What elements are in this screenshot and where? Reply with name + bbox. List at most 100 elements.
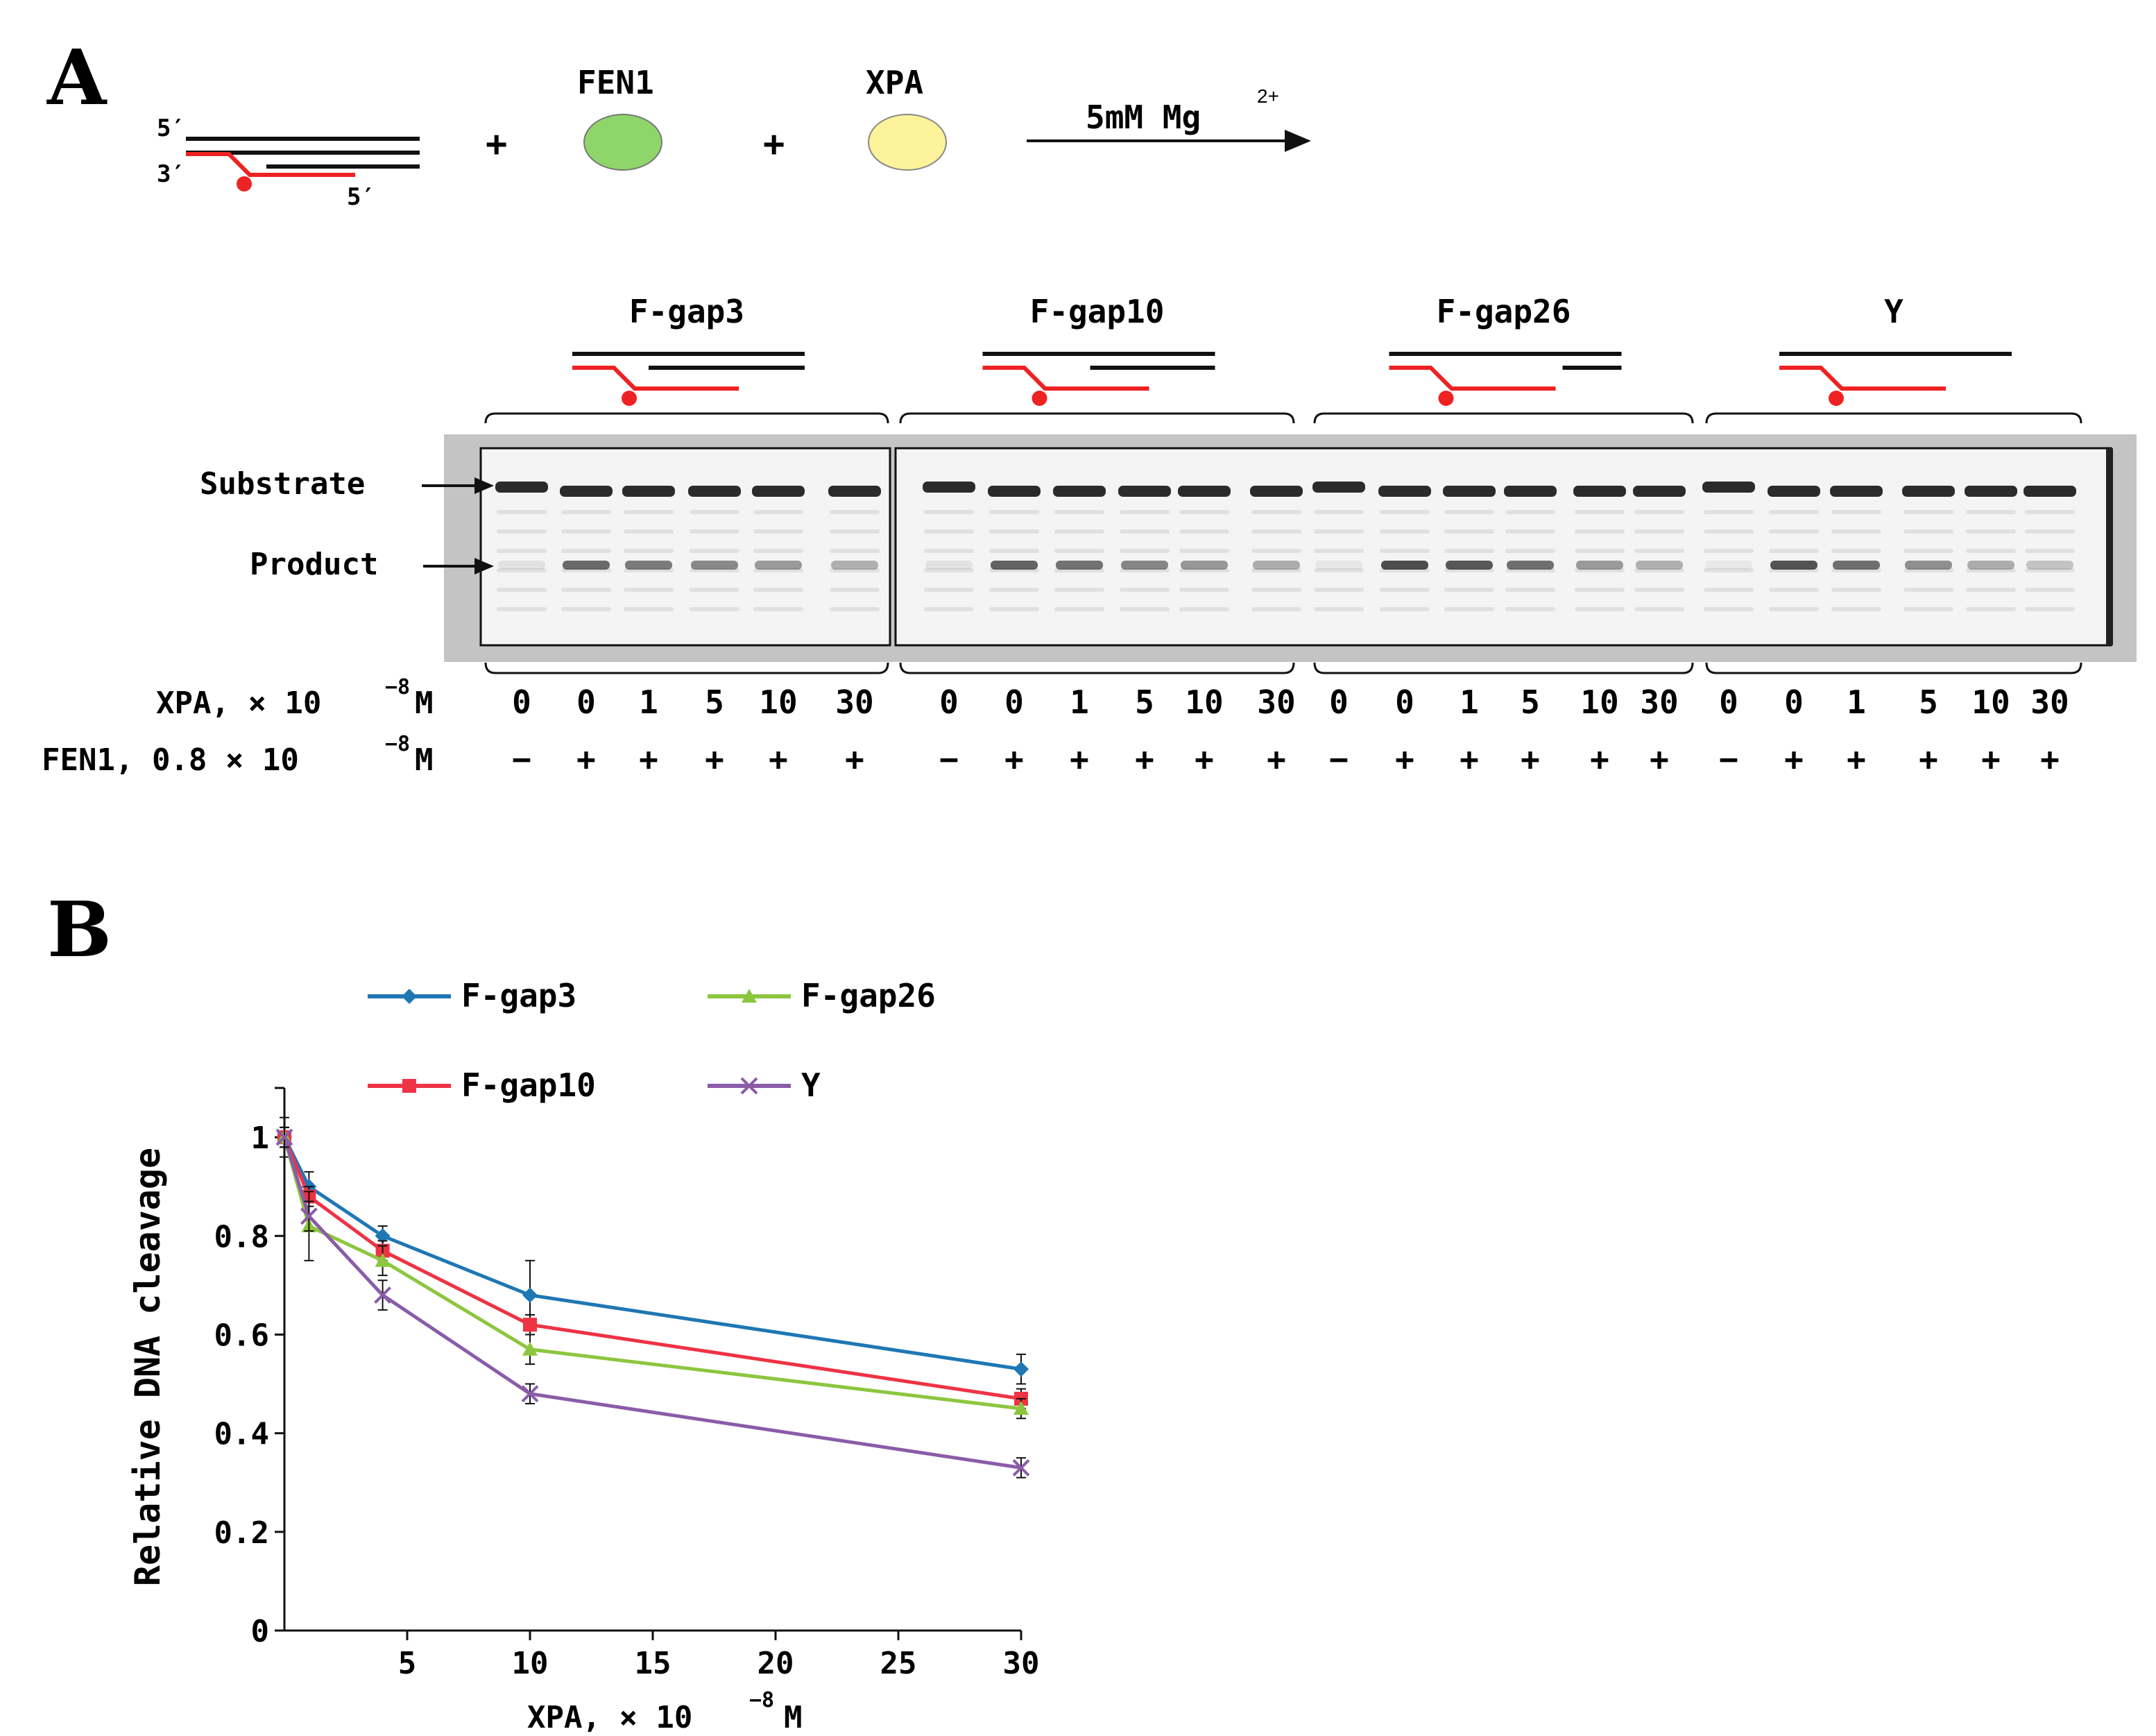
gel-lane [1965, 486, 2017, 611]
xpa-lane-value: 5 [1521, 683, 1540, 721]
product-band [1636, 561, 1683, 570]
series-line [282, 1137, 1022, 1411]
product-band [625, 561, 672, 570]
gel-lane [1768, 486, 1820, 611]
x-tick-label: 5 [398, 1646, 417, 1681]
xpa-row-unit: M [415, 686, 434, 721]
top-brace [1705, 412, 2082, 424]
xpa-lane-value: 30 [2030, 683, 2069, 721]
xpa-lane-value: 5 [705, 683, 724, 721]
substrate-band [1053, 486, 1106, 497]
panel-a-label: A [46, 33, 108, 122]
data-point [300, 1207, 318, 1225]
xpa-lane-value: 1 [1847, 683, 1866, 721]
substrate-band [1504, 486, 1557, 497]
data-point [1013, 1401, 1029, 1415]
product-band [1576, 561, 1623, 570]
chart-legend: F-gap3 F-gap26 F-gap10 Y [368, 977, 936, 1104]
gel-lane [1830, 486, 1883, 611]
gel-lane [1902, 486, 1955, 611]
plus-sign: + [486, 124, 507, 165]
top-brace [1313, 412, 1694, 424]
y-tick-label: 0.2 [214, 1515, 269, 1551]
fen1-lane-value: − [939, 740, 959, 778]
reaction-arrow: 5mM Mg 2+ [1027, 85, 1311, 152]
substrate-band [828, 486, 881, 497]
five-prime-top-label: 5′ [157, 114, 185, 142]
x-tick-label: 25 [880, 1646, 917, 1681]
xpa-lane-value: 0 [1395, 683, 1414, 721]
product-band [1833, 561, 1880, 570]
gel-lane [1118, 486, 1171, 611]
data-point [375, 1252, 391, 1267]
substrate-band [1573, 486, 1626, 497]
xpa-lane-value: 30 [1640, 683, 1678, 721]
substrate-label: Substrate [200, 466, 365, 502]
gel-lane [560, 486, 613, 611]
gel-lanes [495, 482, 2076, 611]
y-tick-label: 1 [251, 1121, 270, 1156]
data-point [402, 989, 417, 1004]
legend-item: F-gap3 [368, 977, 576, 1014]
mini-substrate-diagram [1779, 352, 2012, 406]
arrow-head-icon [1285, 130, 1311, 152]
xpa-lane-value: 10 [1580, 683, 1618, 721]
reaction-superscript: 2+ [1257, 85, 1279, 107]
product-band [1446, 561, 1493, 570]
x-axis-label-text: XPA, × 10 [527, 1700, 692, 1735]
gel-group-title: F-gap3 [629, 293, 744, 330]
series-y [275, 1126, 1030, 1479]
x-axis-label-unit: M [784, 1700, 803, 1735]
xpa-lane-value: 10 [759, 683, 797, 721]
line-chart: 5 10 15 20 25 30 0 0.2 0.4 0.6 0.8 1 [214, 1087, 1039, 1681]
data-point [374, 1286, 392, 1304]
bottom-brace [1705, 662, 2082, 674]
product-band [498, 561, 545, 570]
gel-lane [1443, 486, 1496, 611]
product-band [1507, 561, 1554, 570]
series-f-gap26 [277, 1126, 1029, 1420]
xpa-label: XPA [866, 64, 923, 101]
y-tick-label: 0.6 [214, 1318, 269, 1353]
fen1-protein-icon [583, 114, 662, 171]
y-axis-label: Relative DNA cleavage [128, 1148, 168, 1586]
fen1-lane-value: + [769, 740, 788, 778]
fen1-lane-value: + [1195, 740, 1214, 778]
fen1-lane-value: + [1395, 740, 1414, 778]
product-band [2026, 561, 2073, 570]
product-band [1905, 561, 1952, 570]
fen1-lane-value: + [1004, 740, 1024, 778]
gel-lane [1053, 486, 1106, 611]
reaction-condition: 5mM Mg [1086, 99, 1201, 136]
xpa-lane-value: 5 [1135, 683, 1154, 721]
chart-series [275, 1116, 1030, 1479]
gel-lane [1312, 482, 1365, 611]
data-point [521, 1385, 539, 1403]
series-f-gap10 [277, 1126, 1028, 1410]
fen1-lane-value: + [1267, 740, 1286, 778]
mini-substrate-diagram [982, 352, 1215, 406]
substrate-arrow-icon [474, 477, 494, 494]
fen1-lane-value: + [1784, 740, 1804, 778]
mini-substrate-diagram [1389, 352, 1622, 406]
mini-substrate-diagram [572, 352, 805, 406]
substrate-scheme: 5′ 3′ 5′ [157, 114, 420, 211]
fen1-lane-value: + [639, 740, 658, 778]
legend-label: F-gap10 [461, 1066, 596, 1104]
chart-axes: 5 10 15 20 25 30 0 0.2 0.4 0.6 0.8 1 [214, 1087, 1039, 1681]
xpa-lane-value: 0 [512, 683, 531, 721]
substrate-band [622, 486, 675, 497]
xpa-lane-value: 10 [1971, 683, 2010, 721]
xpa-lane-value: 1 [1070, 683, 1089, 721]
gel-lane [1250, 486, 1303, 611]
xpa-lane-value: 30 [835, 683, 873, 721]
gel-lane [828, 486, 881, 611]
fen1-lane-value: + [1847, 740, 1866, 778]
fen1-lane-value: + [1135, 740, 1154, 778]
bottom-brace [1313, 662, 1694, 674]
x-tick-label: 20 [758, 1646, 794, 1681]
gel-group-title: F-gap26 [1437, 293, 1571, 330]
product-band [1056, 561, 1103, 570]
gel-image [444, 434, 2137, 662]
gel-lane [1504, 486, 1557, 611]
